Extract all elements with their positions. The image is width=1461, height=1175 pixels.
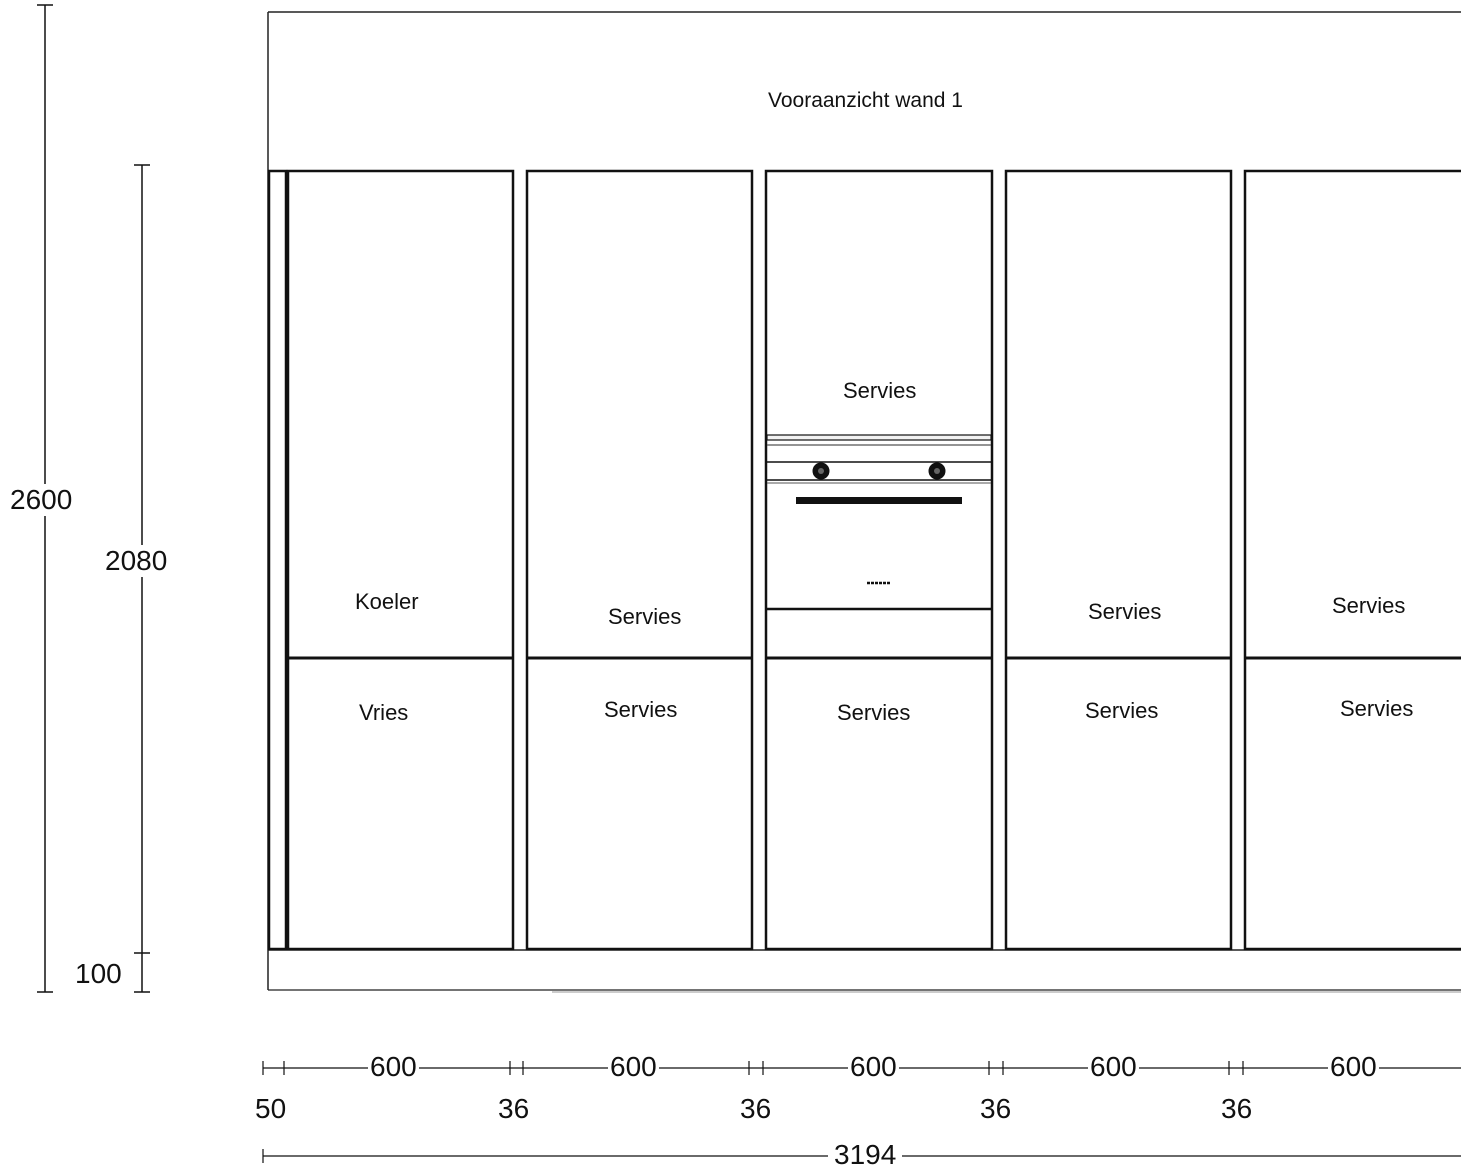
cabinet-3-upper-label: Servies [843,378,917,403]
cabinet-5-upper-label: Servies [1332,593,1406,618]
filler-panel [267,169,288,951]
gap-4-value: 36 [1221,1093,1253,1124]
drawing-title: Vooraanzicht wand 1 [768,89,963,112]
cabinet-1-lower-label: Vries [359,700,409,725]
oven-knob-left-icon [812,462,830,480]
cabinet-3-lower-label: Servies [837,700,911,725]
cabinet-1-upper-label: Koeler [355,589,419,614]
height-dimension-cabinet [134,164,150,993]
oven-knob-right-icon [928,462,946,480]
cabinet-height-value: 2080 [105,545,168,577]
cabinet-2-lower-label: Servies [604,697,678,722]
cabinet-1 [286,169,515,951]
cabinet-4-width-value: 600 [1088,1051,1139,1083]
cabinet-5-lower-label: Servies [1340,696,1414,721]
total-height-value: 2600 [10,484,73,516]
oven-appliance [766,434,992,611]
plinth-height-value: 100 [75,958,122,989]
gap-2-value: 36 [740,1093,772,1124]
cabinet-4-upper-label: Servies [1088,599,1162,624]
total-width-value: 3194 [828,1139,903,1171]
cabinet-4-lower-label: Servies [1085,698,1159,723]
cabinet-2 [525,169,754,951]
cabinet-5 [1243,169,1461,951]
gap-3-value: 36 [980,1093,1012,1124]
gap-1-value: 36 [498,1093,530,1124]
cabinet-2-upper-label: Servies [608,604,682,629]
oven-handle [796,497,962,504]
cabinet-4 [1004,169,1233,951]
cabinet-1-width-value: 600 [368,1051,419,1083]
cabinet-2-width-value: 600 [608,1051,659,1083]
cabinet-3-width-value: 600 [848,1051,899,1083]
cabinet-5-width-value: 600 [1328,1051,1379,1083]
filler-width-value: 50 [255,1093,287,1124]
cabinet-3 [764,169,994,951]
